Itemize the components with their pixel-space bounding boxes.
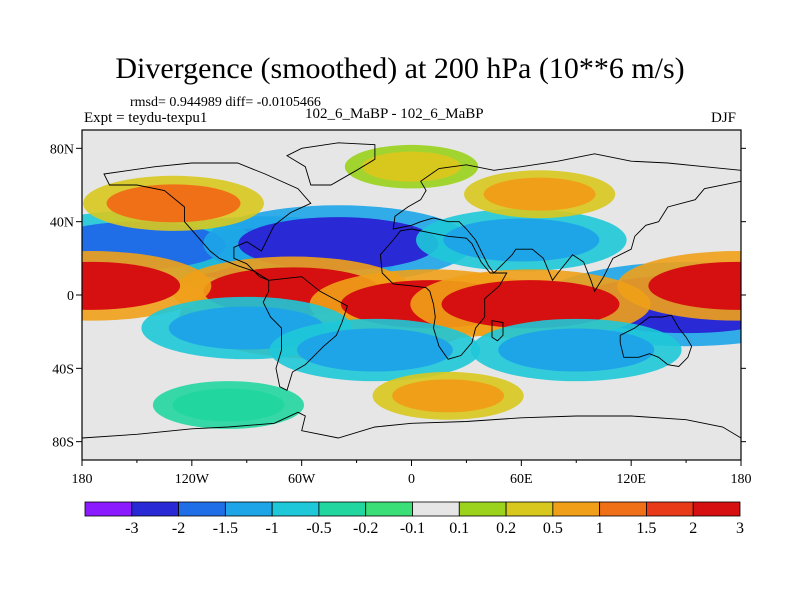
y-axis: 80N 40N 0 40S 80S [50, 142, 746, 451]
x-tick-label: 120W [175, 472, 210, 487]
contour-dateline-east-divergence [648, 261, 741, 310]
colorbar-level-label: 2 [689, 520, 697, 537]
coastline-antarctica [82, 411, 741, 460]
colorbar-level-label: 1 [596, 520, 604, 537]
colorbar-level-label: 1.5 [636, 520, 656, 537]
colorbar-level-label: -3 [125, 520, 138, 537]
colorbar-swatch [505, 501, 554, 517]
contour-north-pacific-divergence [106, 184, 241, 223]
colorbar: -3 -2 -1.5 -1 -0.5 -0.2 -0.1 0.1 0.2 0.5 1 1.5 2 3 [84, 501, 744, 537]
contour-asia-midlat-divergence [483, 177, 596, 211]
colorbar-level-label: -0.5 [306, 520, 331, 537]
coastline-australia [619, 314, 693, 367]
y-tick-label: 80S [52, 436, 74, 451]
colorbar-level-label: 3 [736, 520, 744, 537]
x-axis: 180 120W 60W 0 60E 120E 180 [72, 460, 752, 487]
coastline-south-america [262, 276, 348, 391]
x-tick-label: 120E [616, 472, 646, 487]
chart-title: Divergence (smoothed) at 200 hPa (10**6 … [115, 52, 685, 85]
colorbar-swatch [84, 501, 133, 517]
y-tick-label: 40N [50, 216, 74, 231]
colorbar-swatch [692, 501, 741, 517]
x-tick-label: 180 [731, 472, 752, 487]
contour-dateline-equatorial-divergence [82, 261, 181, 310]
colorbar-swatch [552, 501, 601, 517]
experiment-label: Expt = teydu-texpu1 [84, 110, 208, 126]
coastline-madagascar [491, 320, 504, 342]
colorbar-swatch [131, 501, 179, 517]
colorbar-level-label: 0.5 [543, 520, 563, 537]
x-tick-label: 180 [72, 472, 93, 487]
coastlines [82, 142, 741, 460]
season-label: DJF [711, 110, 737, 126]
runs-label: 102_6_MaBP - 102_6_MaBP [305, 106, 484, 122]
coastline-africa [379, 228, 508, 360]
contour-asia-convergence-band [443, 218, 600, 262]
colorbar-swatch [318, 501, 367, 517]
contour-indian-ocean-convergence [498, 328, 655, 372]
x-tick-label: 0 [408, 472, 415, 487]
colorbar-level-label: 0.1 [449, 520, 469, 537]
rmsd-diff-stats: rmsd= 0.944989 diff= -0.0105466 [130, 95, 321, 110]
colorbar-level-label: -1 [265, 520, 278, 537]
coastline-greenland [286, 142, 376, 186]
y-tick-label: 80N [50, 142, 74, 157]
x-tick-label: 60E [510, 472, 533, 487]
colorbar-swatch [458, 501, 507, 517]
colorbar-swatch [178, 501, 226, 517]
colorbar-level-label: 0.2 [496, 520, 516, 537]
y-tick-label: 0 [67, 289, 74, 304]
colorbar-level-label: -0.1 [400, 520, 425, 537]
coastline-north-america [103, 162, 312, 281]
colorbar-swatch [224, 501, 273, 517]
contour-arctic-band [362, 151, 461, 182]
x-tick-label: 60W [288, 472, 316, 487]
colorbar-level-label: -0.2 [353, 520, 378, 537]
colorbar-swatch [365, 501, 413, 517]
coastline-eurasia [392, 153, 741, 293]
contour-field [82, 130, 741, 460]
contour-southern-ocean-divergence [392, 379, 505, 413]
colorbar-level-label: -1.5 [213, 520, 238, 537]
contour-south-atlantic-convergence [296, 328, 453, 372]
colorbar-swatch [646, 501, 694, 517]
colorbar-swatch [599, 501, 647, 517]
colorbar-level-label: -2 [172, 520, 185, 537]
contour-indian-ocean-divergence [441, 280, 620, 329]
y-tick-label: 40S [52, 362, 74, 377]
colorbar-swatch [412, 501, 460, 517]
colorbar-swatch [271, 501, 320, 517]
contour-southern-ocean-convergence [172, 388, 285, 422]
